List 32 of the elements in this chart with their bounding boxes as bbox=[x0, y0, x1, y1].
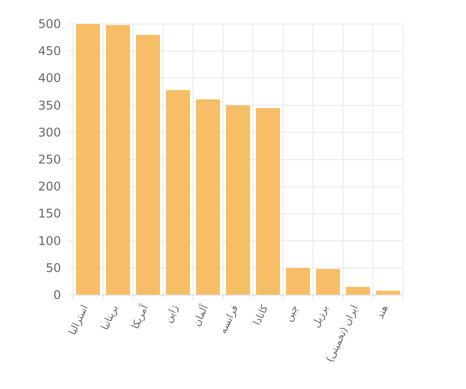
bar bbox=[136, 34, 160, 295]
bar bbox=[226, 105, 250, 295]
x-tick-label: هند bbox=[375, 304, 391, 321]
x-tick-label: ژاپن bbox=[163, 303, 181, 325]
bar bbox=[286, 268, 310, 295]
y-tick-label: 250 bbox=[38, 152, 61, 166]
x-tick-label: برزیل bbox=[310, 304, 331, 330]
x-tick-label: استرالیا bbox=[67, 304, 91, 337]
x-tick-label: چین bbox=[284, 304, 301, 324]
bar bbox=[316, 268, 340, 295]
x-tick-label: آمریکا bbox=[128, 302, 152, 331]
bar bbox=[76, 24, 100, 295]
y-tick-label: 200 bbox=[38, 180, 61, 194]
bar bbox=[346, 286, 370, 295]
y-tick-label: 0 bbox=[53, 288, 61, 302]
y-tick-label: 150 bbox=[38, 206, 61, 221]
bar bbox=[196, 99, 220, 295]
y-tick-label: 400 bbox=[38, 71, 61, 86]
bar bbox=[376, 290, 400, 295]
bar bbox=[256, 108, 280, 295]
x-tick-label: کانادا bbox=[252, 303, 271, 328]
x-tick-label: بریتانیا bbox=[100, 304, 121, 332]
y-tick-label: 100 bbox=[38, 234, 61, 248]
y-tick-label: 450 bbox=[38, 44, 61, 58]
x-tick-label: آلمان bbox=[190, 302, 212, 328]
bar bbox=[166, 90, 190, 295]
y-tick-label: 500 bbox=[38, 17, 61, 31]
x-tick-label: فرانسه bbox=[218, 303, 241, 336]
bar bbox=[106, 25, 130, 295]
y-tick-label: 300 bbox=[38, 125, 61, 140]
y-tick-label: 350 bbox=[38, 98, 61, 112]
y-tick-label: 50 bbox=[46, 260, 61, 275]
